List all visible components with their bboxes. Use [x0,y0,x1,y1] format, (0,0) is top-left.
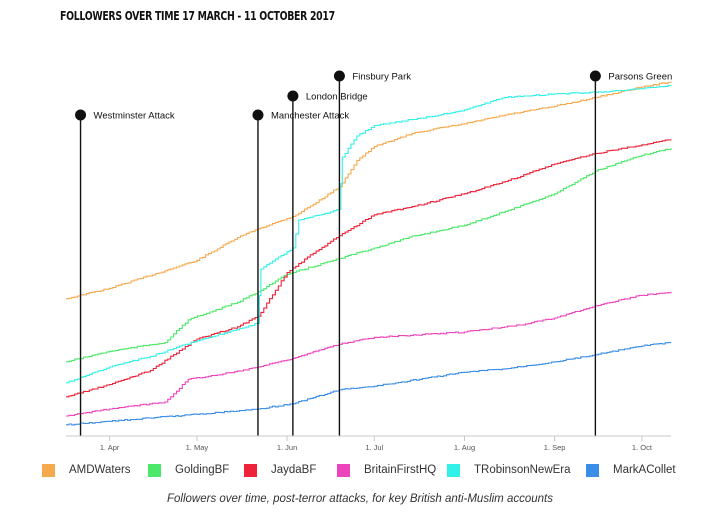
legend-label: BritainFirstHQ [364,464,437,476]
legend-item-goldingbf[interactable]: GoldingBF [148,461,229,479]
legend-item-britainfirsthq[interactable]: BritainFirstHQ [337,461,436,479]
event-label: Manchester Attack [271,111,349,122]
event-label: Westminster Attack [94,111,175,122]
legend-swatch [337,463,350,477]
x-tick-label: 1. Aug [454,443,475,452]
series-line-britainfirsthq [66,291,672,417]
event-label: London Bridge [306,92,368,103]
series-line-markacollet [66,342,672,426]
chart-caption: Followers over time, post-terror attacks… [166,493,553,505]
event-marker [589,70,601,82]
legend-swatch [586,463,599,477]
event-label: Finsbury Park [352,72,411,83]
legend-swatch [42,463,55,477]
legend-item-markacollet[interactable]: MarkACollet [586,461,676,479]
legend: AMDWaters GoldingBF JaydaBF BritainFirstHQ T… [42,461,692,481]
event-marker [287,90,299,102]
event-marker [252,109,264,121]
legend-item-jaydabf[interactable]: JaydaBF [244,461,316,479]
series-line-goldingbf [66,148,672,363]
legend-label: MarkACollet [613,464,676,476]
legend-swatch [447,463,460,477]
x-tick-label: 1. Apr [100,443,120,452]
series-line-amdwaters [66,81,672,300]
legend-label: AMDWaters [69,464,131,476]
x-tick-label: 1. Jul [365,443,383,452]
legend-swatch [148,463,161,477]
event-marker [333,70,345,82]
legend-swatch [244,463,257,477]
x-tick-label: 1. Sep [544,443,566,452]
legend-label: TRobinsonNewEra [474,464,571,476]
chart-title: FOLLOWERS OVER TIME 17 MARCH - 11 OCTOBE… [60,9,335,23]
series-layer [66,81,672,426]
legend-item-amdwaters[interactable]: AMDWaters [42,461,131,479]
series-line-trobinsonnewera [66,85,672,384]
legend-label: GoldingBF [175,464,230,476]
series-line-jaydabf [66,139,672,398]
event-label: Parsons Green [608,72,672,83]
x-tick-label: 1. Oct [632,443,653,452]
event-marker [75,109,87,121]
legend-item-trobinsonnewera[interactable]: TRobinsonNewEra [447,461,571,479]
x-axis: 1. Apr 1. May 1. Jun 1. Jul 1. Aug 1. Sep 1. O… [66,435,671,452]
event-layer: Westminster Attack Manchester Attack Londo… [75,70,672,436]
x-tick-label: 1. Jun [277,443,297,452]
x-tick-label: 1. May [186,443,209,452]
legend-label: JaydaBF [271,464,317,476]
